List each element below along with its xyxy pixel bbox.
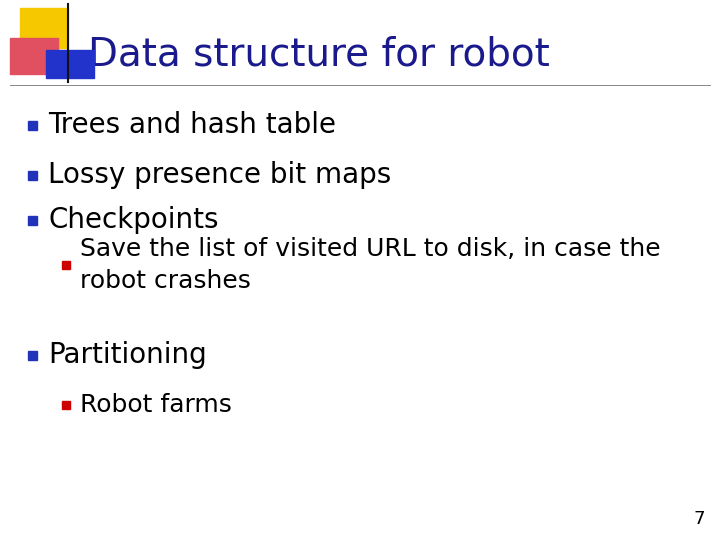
Text: Checkpoints: Checkpoints <box>48 206 218 234</box>
Text: Lossy presence bit maps: Lossy presence bit maps <box>48 161 391 189</box>
Text: Trees and hash table: Trees and hash table <box>48 111 336 139</box>
Bar <box>62 401 70 409</box>
Bar <box>20 8 68 48</box>
Bar <box>10 38 58 74</box>
Text: Data structure for robot: Data structure for robot <box>88 36 550 74</box>
Bar <box>46 50 94 78</box>
Bar <box>28 350 37 360</box>
Text: Save the list of visited URL to disk, in case the
robot crashes: Save the list of visited URL to disk, in… <box>80 237 661 293</box>
Bar <box>28 171 37 179</box>
Bar <box>28 120 37 130</box>
Text: Partitioning: Partitioning <box>48 341 207 369</box>
Bar <box>28 215 37 225</box>
Text: Robot farms: Robot farms <box>80 393 232 417</box>
Bar <box>62 261 70 269</box>
Text: 7: 7 <box>693 510 705 528</box>
